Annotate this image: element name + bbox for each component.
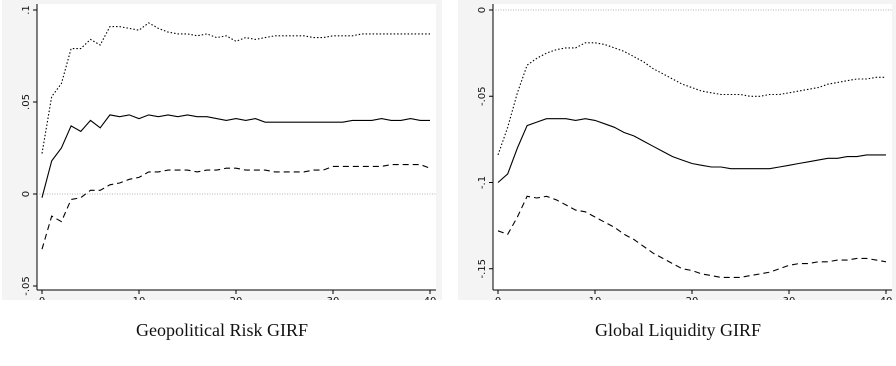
plot-region <box>493 4 892 290</box>
y-tick-label: .05 <box>21 94 32 110</box>
x-tick-label: 20 <box>686 296 699 300</box>
x-tick-label: 10 <box>133 296 146 300</box>
series-line-dashed <box>497 195 887 278</box>
y-tick-label: .1 <box>21 5 32 15</box>
x-tick-label: 40 <box>424 296 437 300</box>
chart-panel-geopolitical: -.05 0 .05 .1 0 10 20 30 40 Geopolitical Risk GI… <box>2 0 442 366</box>
chart-title: Global Liquidity GIRF <box>595 320 761 340</box>
x-tick-label: 40 <box>880 296 893 300</box>
x-tick-label: 0 <box>39 296 45 300</box>
y-tick-label: -.05 <box>21 276 32 296</box>
plot-region <box>37 4 436 290</box>
x-tick-label: 30 <box>327 296 340 300</box>
x-tick-label: 30 <box>783 296 796 300</box>
y-tick-label: -.1 <box>477 176 488 189</box>
y-tick-label: 0 <box>477 7 488 13</box>
series-line-solid <box>41 114 430 198</box>
series-line-solid <box>497 118 886 183</box>
series-line-dotted <box>497 42 886 156</box>
geopolitical-risk-chart: -.05 0 .05 .1 0 10 20 30 40 <box>21 4 437 300</box>
series-line-dashed <box>41 164 431 250</box>
y-tick-label: -.05 <box>477 86 488 106</box>
x-tick-label: 10 <box>589 296 602 300</box>
x-tick-label: 20 <box>230 296 243 300</box>
chart-panel-liquidity: -.15 -.1 -.05 0 0 10 20 30 40 Global Liquidity G… <box>458 0 896 366</box>
series-line-dotted <box>41 22 430 154</box>
y-tick-label: 0 <box>21 191 32 197</box>
global-liquidity-chart: -.15 -.1 -.05 0 0 10 20 30 40 <box>477 4 893 300</box>
y-tick-label: -.15 <box>477 259 488 279</box>
chart-title: Geopolitical Risk GIRF <box>136 320 308 340</box>
x-tick-label: 0 <box>495 296 501 300</box>
